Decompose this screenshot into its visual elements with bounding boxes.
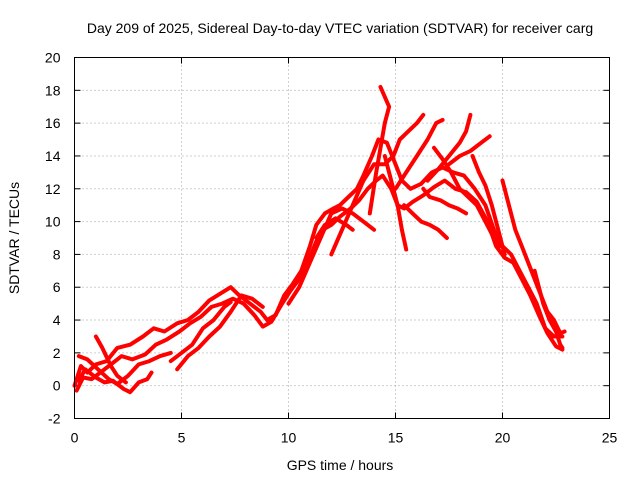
series-line-trace-7 [175,293,265,372]
x-tick-label: 10 [281,430,297,446]
x-tick-label: 15 [388,430,404,446]
x-tick-label: 5 [178,430,186,446]
x-tick-labels: 0 5 10 15 20 25 [71,430,618,446]
y-tick-label: 12 [45,181,61,197]
series-line-trace-11 [367,85,392,216]
series-line-trace-5 [93,334,128,385]
y-tick-labels: -2 0 2 4 6 8 10 12 14 16 18 20 [45,50,61,427]
x-axis-label: GPS time / hours [287,457,394,473]
series-line-trace-18 [447,134,492,167]
y-tick-label: -2 [48,411,61,427]
series-line-trace-13 [402,203,449,240]
series-line-trace-15 [432,145,503,249]
y-tick-label: 10 [45,214,61,230]
series-line-trace-1 [72,137,565,388]
y-tick-label: 14 [45,148,61,164]
axis-ticks [74,57,610,419]
y-tick-label: 4 [53,312,61,328]
series-group [72,85,567,395]
series-line-trace-14 [393,117,445,191]
series-line-trace-21 [532,268,565,350]
y-tick-label: 18 [45,82,61,98]
y-tick-label: 0 [53,378,61,394]
series-line-trace-17 [421,186,469,216]
series-line-trace-19 [470,154,507,257]
chart-title: Day 209 of 2025, Sidereal Day-to-day VTE… [87,20,593,36]
y-axis-label: SDTVAR / TECUs [6,182,22,294]
series-line-trace-2 [74,173,565,393]
series-line-trace-9 [314,216,355,240]
y-tick-label: 6 [53,279,61,295]
y-tick-label: 16 [45,115,61,131]
x-tick-label: 0 [71,430,79,446]
x-tick-label: 20 [495,430,511,446]
series-line-trace-12 [382,154,409,252]
y-tick-label: 20 [45,50,61,66]
series-line-trace-10 [329,112,426,257]
series-line-trace-20 [500,178,567,336]
grid [74,57,610,419]
x-tick-label: 25 [602,430,618,446]
series-line-trace-6 [168,300,233,364]
series-line-trace-8 [286,206,377,306]
y-tick-label: 8 [53,246,61,262]
series-line-trace-16 [425,112,473,183]
y-tick-label: 2 [53,345,61,361]
plot-frame [74,57,610,419]
